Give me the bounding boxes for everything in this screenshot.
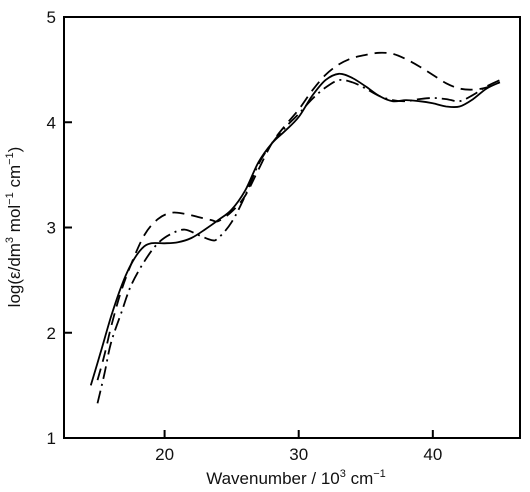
x-tick-label: 30 bbox=[289, 445, 308, 464]
axis-ticks bbox=[64, 16, 434, 439]
y-tick-label: 2 bbox=[47, 324, 56, 343]
y-tick-label: 5 bbox=[47, 8, 56, 27]
x-axis-label: Wavenumber / 103 cm−1 bbox=[206, 468, 386, 488]
series-line-solid bbox=[89, 72, 501, 386]
series-line-dashed bbox=[96, 51, 501, 381]
x-tick-label: 40 bbox=[423, 445, 442, 464]
y-tick-label: 3 bbox=[47, 219, 56, 238]
series-line-dashdot bbox=[96, 79, 501, 404]
series-group bbox=[89, 51, 501, 404]
axis-tick-labels: 1 2 3 4 5 20 30 40 bbox=[47, 8, 443, 464]
plot-frame bbox=[63, 16, 521, 439]
y-tick-label: 4 bbox=[47, 113, 56, 132]
y-tick-label: 1 bbox=[47, 429, 56, 448]
x-tick-label: 20 bbox=[155, 445, 174, 464]
y-axis-label: log(ε/dm3 mol−1 cm−1) bbox=[4, 147, 24, 308]
